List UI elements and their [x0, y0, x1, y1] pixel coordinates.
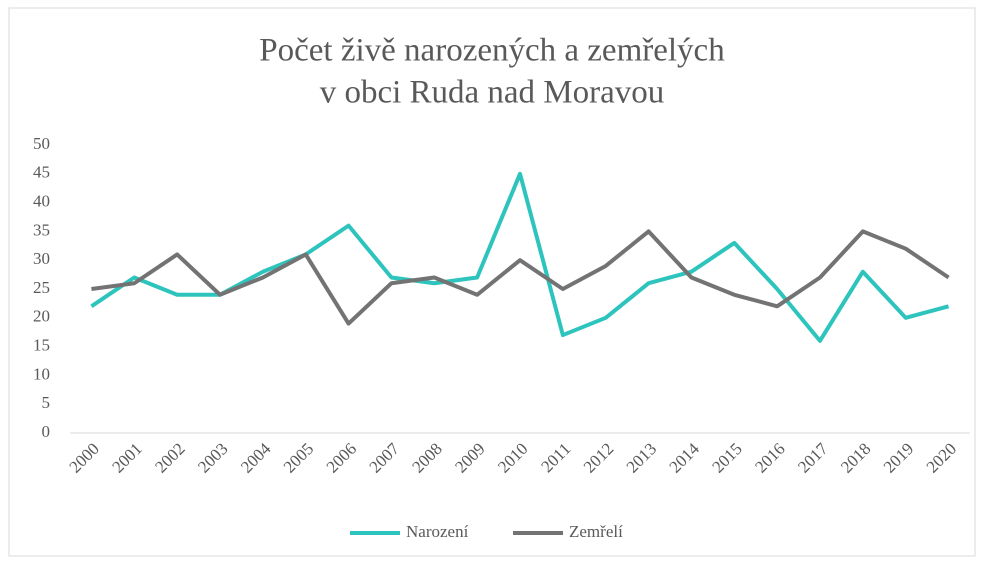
chart-frame — [8, 7, 976, 557]
y-tick-label: 40 — [33, 192, 50, 211]
legend-label: Zemřelí — [569, 522, 623, 541]
chart-title: v obci Ruda nad Moravou — [320, 75, 665, 111]
y-tick-label: 25 — [33, 278, 50, 297]
x-tick-label: 2018 — [837, 439, 874, 476]
legend-label: Narození — [406, 522, 469, 541]
x-tick-label: 2009 — [451, 439, 488, 476]
y-tick-label: 45 — [33, 163, 50, 182]
y-tick-label: 10 — [33, 364, 50, 383]
x-tick-label: 2005 — [280, 439, 317, 476]
x-tick-label: 2008 — [408, 439, 445, 476]
y-tick-label: 20 — [33, 307, 50, 326]
x-tick-label: 2019 — [880, 439, 917, 476]
x-tick-label: 2006 — [323, 439, 360, 476]
line-series — [90, 171, 950, 343]
x-tick-label: 2014 — [666, 439, 704, 477]
y-tick-label: 35 — [33, 220, 50, 239]
x-tick-label: 2015 — [708, 439, 745, 476]
y-tick-label: 5 — [42, 393, 51, 412]
x-tick-label: 2001 — [108, 439, 145, 476]
x-tick-label: 2000 — [66, 439, 103, 476]
x-tick-label: 2016 — [751, 439, 788, 476]
line-series — [91, 229, 950, 326]
x-tick-label: 2004 — [237, 439, 275, 477]
x-tick-label: 2013 — [623, 439, 660, 476]
x-tick-label: 2012 — [580, 439, 617, 476]
x-tick-label: 2011 — [537, 439, 574, 476]
x-tick-label: 2007 — [366, 439, 404, 477]
x-tick-label: 2010 — [494, 439, 531, 476]
y-tick-label: 50 — [33, 134, 50, 153]
y-tick-label: 15 — [33, 336, 50, 355]
x-tick-label: 2003 — [194, 439, 231, 476]
chart-title: Počet živě narozených a zemřelých — [259, 33, 725, 69]
x-tick-label: 2020 — [923, 439, 960, 476]
y-tick-label: 0 — [42, 422, 51, 441]
y-tick-label: 30 — [33, 249, 50, 268]
x-tick-label: 2017 — [794, 439, 832, 477]
x-tick-label: 2002 — [151, 439, 188, 476]
